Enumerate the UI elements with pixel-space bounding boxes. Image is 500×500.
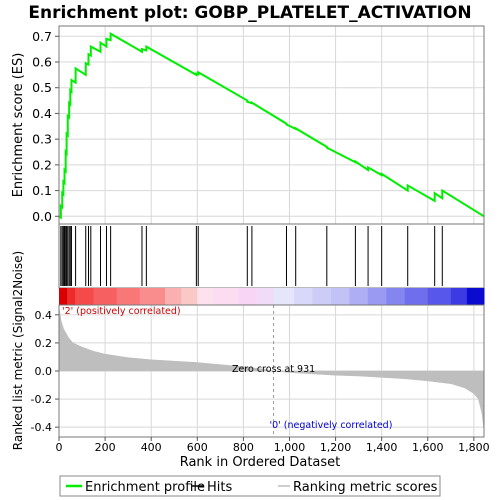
colorbar-segment bbox=[257, 288, 275, 305]
metric-y-ticks: -0.4 -0.2 0.0 0.2 0.4 bbox=[31, 309, 59, 434]
colorbar-segment bbox=[75, 288, 95, 305]
x-tick-label: 1,800 bbox=[458, 441, 490, 454]
es-tick-label: 0.0 bbox=[32, 209, 52, 224]
x-tick-label: 800 bbox=[233, 441, 254, 454]
x-axis-label: Rank in Ordered Dataset bbox=[180, 455, 341, 470]
colorbar-segment bbox=[367, 288, 387, 305]
colorbar-segment bbox=[67, 288, 76, 305]
x-tick-label: 400 bbox=[141, 441, 162, 454]
colorbar-segment bbox=[116, 288, 141, 305]
metric-axis-label: Ranked list metric (Signal2Noise) bbox=[11, 251, 25, 450]
colorbar-segment bbox=[427, 288, 452, 305]
legend-label: Ranking metric scores bbox=[293, 480, 438, 495]
x-tick-label: 600 bbox=[187, 441, 208, 454]
colorbar-segment bbox=[312, 288, 332, 305]
legend-box bbox=[59, 475, 441, 497]
colorbar-segment bbox=[330, 288, 350, 305]
colorbar-segment bbox=[165, 288, 182, 305]
legend-items: Enrichment profile Hits Ranking metric sco… bbox=[66, 480, 438, 495]
hit-lines bbox=[60, 226, 443, 286]
x-tick-label: 1,000 bbox=[274, 441, 306, 454]
legend-label: Hits bbox=[207, 480, 232, 495]
colorbar-segment bbox=[59, 288, 68, 305]
colorbar-segment bbox=[93, 288, 118, 305]
x-tick-label: 200 bbox=[95, 441, 116, 454]
es-tick-label: 0.2 bbox=[32, 157, 52, 172]
colorbar-segment bbox=[197, 288, 214, 305]
chart-title: Enrichment plot: GOBP_PLATELET_ACTIVATIO… bbox=[28, 3, 471, 23]
es-tick-label: 0.3 bbox=[32, 132, 52, 147]
enrichment-profile-line bbox=[58, 31, 485, 220]
colorbar-segment bbox=[213, 288, 240, 305]
colorbar-segment bbox=[386, 288, 406, 305]
es-tick-label: 0.5 bbox=[32, 80, 52, 95]
metric-tick-label: -0.2 bbox=[31, 393, 52, 406]
zero-cross-label: Zero cross at 931 bbox=[232, 364, 315, 375]
es-axis-label: Enrichment score (ES) bbox=[11, 53, 26, 198]
rank-colorbar bbox=[59, 288, 485, 305]
colorbar-segment bbox=[349, 288, 369, 305]
ranking-metric-area bbox=[58, 307, 485, 431]
colorbar-segment bbox=[238, 288, 258, 305]
x-tick-label: 1,400 bbox=[366, 441, 398, 454]
metric-tick-label: -0.4 bbox=[31, 421, 52, 434]
negative-correlation-label: '0' (negatively correlated) bbox=[270, 420, 393, 431]
x-tick-label: 1,200 bbox=[320, 441, 352, 454]
metric-tick-label: 0.0 bbox=[35, 365, 53, 378]
es-y-ticks: 0.0 0.1 0.2 0.3 0.4 0.5 0.6 0.7 bbox=[32, 29, 59, 224]
legend-label: Enrichment profile bbox=[85, 480, 205, 495]
es-tick-label: 0.6 bbox=[32, 55, 52, 70]
colorbar-segment bbox=[273, 288, 295, 305]
colorbar-segment bbox=[404, 288, 429, 305]
colorbar-segment bbox=[139, 288, 166, 305]
metric-panel-frame bbox=[58, 304, 485, 438]
es-tick-label: 0.7 bbox=[32, 29, 52, 44]
colorbar-segment bbox=[466, 288, 485, 305]
x-tick-label: 1,600 bbox=[412, 441, 444, 454]
colorbar-segment bbox=[294, 288, 314, 305]
es-tick-label: 0.4 bbox=[32, 106, 52, 121]
es-panel: 0.0 0.1 0.2 0.3 0.4 0.5 0.6 0.7 bbox=[32, 25, 485, 225]
es-tick-label: 0.1 bbox=[32, 183, 52, 198]
legend: Enrichment profile Hits Ranking metric sco… bbox=[59, 475, 441, 497]
x-tick-label: 0 bbox=[56, 441, 63, 454]
metric-panel: -0.4 -0.2 0.0 0.2 0.4 '2' (positively correl… bbox=[31, 304, 485, 438]
positive-correlation-label: '2' (positively correlated) bbox=[62, 306, 181, 317]
colorbar-segment bbox=[450, 288, 468, 305]
x-axis-ticks: 0 200 400 600 800 1,000 1,200 1,400 1,600 1,800 bbox=[56, 437, 490, 454]
metric-tick-label: 0.4 bbox=[35, 309, 53, 322]
colorbar-segment bbox=[181, 288, 198, 305]
metric-tick-label: 0.2 bbox=[35, 337, 53, 350]
